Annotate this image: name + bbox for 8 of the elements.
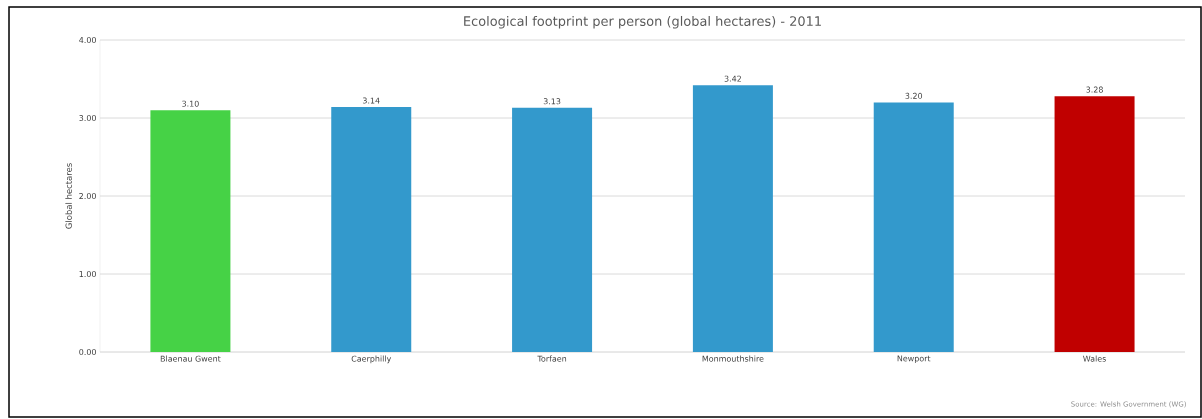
- chart-title: Ecological footprint per person (global hectares) - 2011: [464, 15, 821, 29]
- bar: [512, 107, 593, 352]
- y-axis-title: Global hectares: [65, 163, 72, 229]
- bar: [692, 85, 773, 352]
- bar: [873, 102, 954, 352]
- bar: [150, 110, 231, 352]
- bar: [331, 107, 412, 352]
- bar: [1054, 96, 1135, 352]
